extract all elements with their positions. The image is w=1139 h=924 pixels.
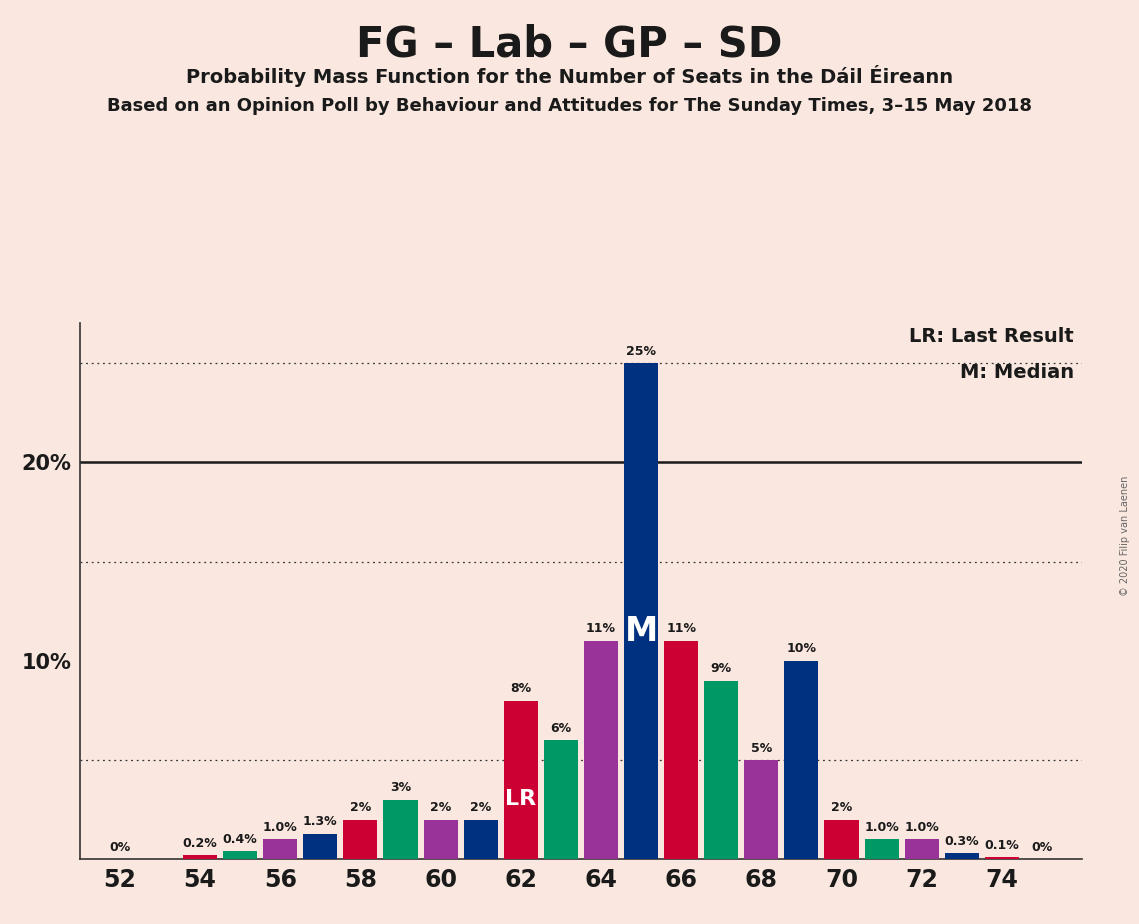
Text: 11%: 11% (585, 623, 616, 636)
Text: 2%: 2% (350, 801, 371, 814)
Text: 0.2%: 0.2% (182, 837, 218, 850)
Text: 0.1%: 0.1% (984, 839, 1019, 852)
Bar (944, 854, 978, 859)
Text: 1.3%: 1.3% (303, 815, 337, 828)
Bar (584, 641, 618, 859)
Text: 5%: 5% (751, 742, 772, 755)
Text: 2%: 2% (429, 801, 451, 814)
Bar (904, 840, 939, 859)
Text: FG – Lab – GP – SD: FG – Lab – GP – SD (357, 23, 782, 65)
Bar (464, 820, 498, 859)
Text: 0%: 0% (109, 842, 131, 855)
Text: M: M (624, 614, 657, 648)
Text: 3%: 3% (390, 781, 411, 795)
Text: 11%: 11% (666, 623, 696, 636)
Bar (503, 700, 538, 859)
Bar (384, 800, 418, 859)
Bar (343, 820, 377, 859)
Bar (624, 363, 658, 859)
Bar (785, 661, 819, 859)
Bar (825, 820, 859, 859)
Bar (985, 857, 1019, 859)
Bar (424, 820, 458, 859)
Bar (704, 681, 738, 859)
Bar (183, 856, 218, 859)
Bar (303, 833, 337, 859)
Text: 0.3%: 0.3% (944, 834, 980, 848)
Text: Based on an Opinion Poll by Behaviour and Attitudes for The Sunday Times, 3–15 M: Based on an Opinion Poll by Behaviour an… (107, 97, 1032, 115)
Text: 25%: 25% (626, 345, 656, 358)
Text: 1.0%: 1.0% (904, 821, 939, 834)
Text: LR: Last Result: LR: Last Result (909, 327, 1074, 346)
Text: 8%: 8% (510, 682, 531, 695)
Bar (223, 851, 257, 859)
Bar (744, 760, 778, 859)
Text: 2%: 2% (830, 801, 852, 814)
Text: Probability Mass Function for the Number of Seats in the Dáil Éireann: Probability Mass Function for the Number… (186, 65, 953, 87)
Bar (865, 840, 899, 859)
Text: 0.4%: 0.4% (223, 833, 257, 845)
Text: 6%: 6% (550, 722, 572, 735)
Text: 9%: 9% (711, 663, 731, 675)
Bar (263, 840, 297, 859)
Text: 10%: 10% (786, 642, 817, 655)
Text: LR: LR (506, 789, 536, 809)
Text: 2%: 2% (470, 801, 491, 814)
Text: © 2020 Filip van Laenen: © 2020 Filip van Laenen (1121, 476, 1130, 596)
Text: M: Median: M: Median (960, 363, 1074, 383)
Text: 1.0%: 1.0% (263, 821, 297, 834)
Bar (664, 641, 698, 859)
Text: 1.0%: 1.0% (865, 821, 899, 834)
Text: 0%: 0% (1031, 842, 1052, 855)
Bar (543, 740, 577, 859)
